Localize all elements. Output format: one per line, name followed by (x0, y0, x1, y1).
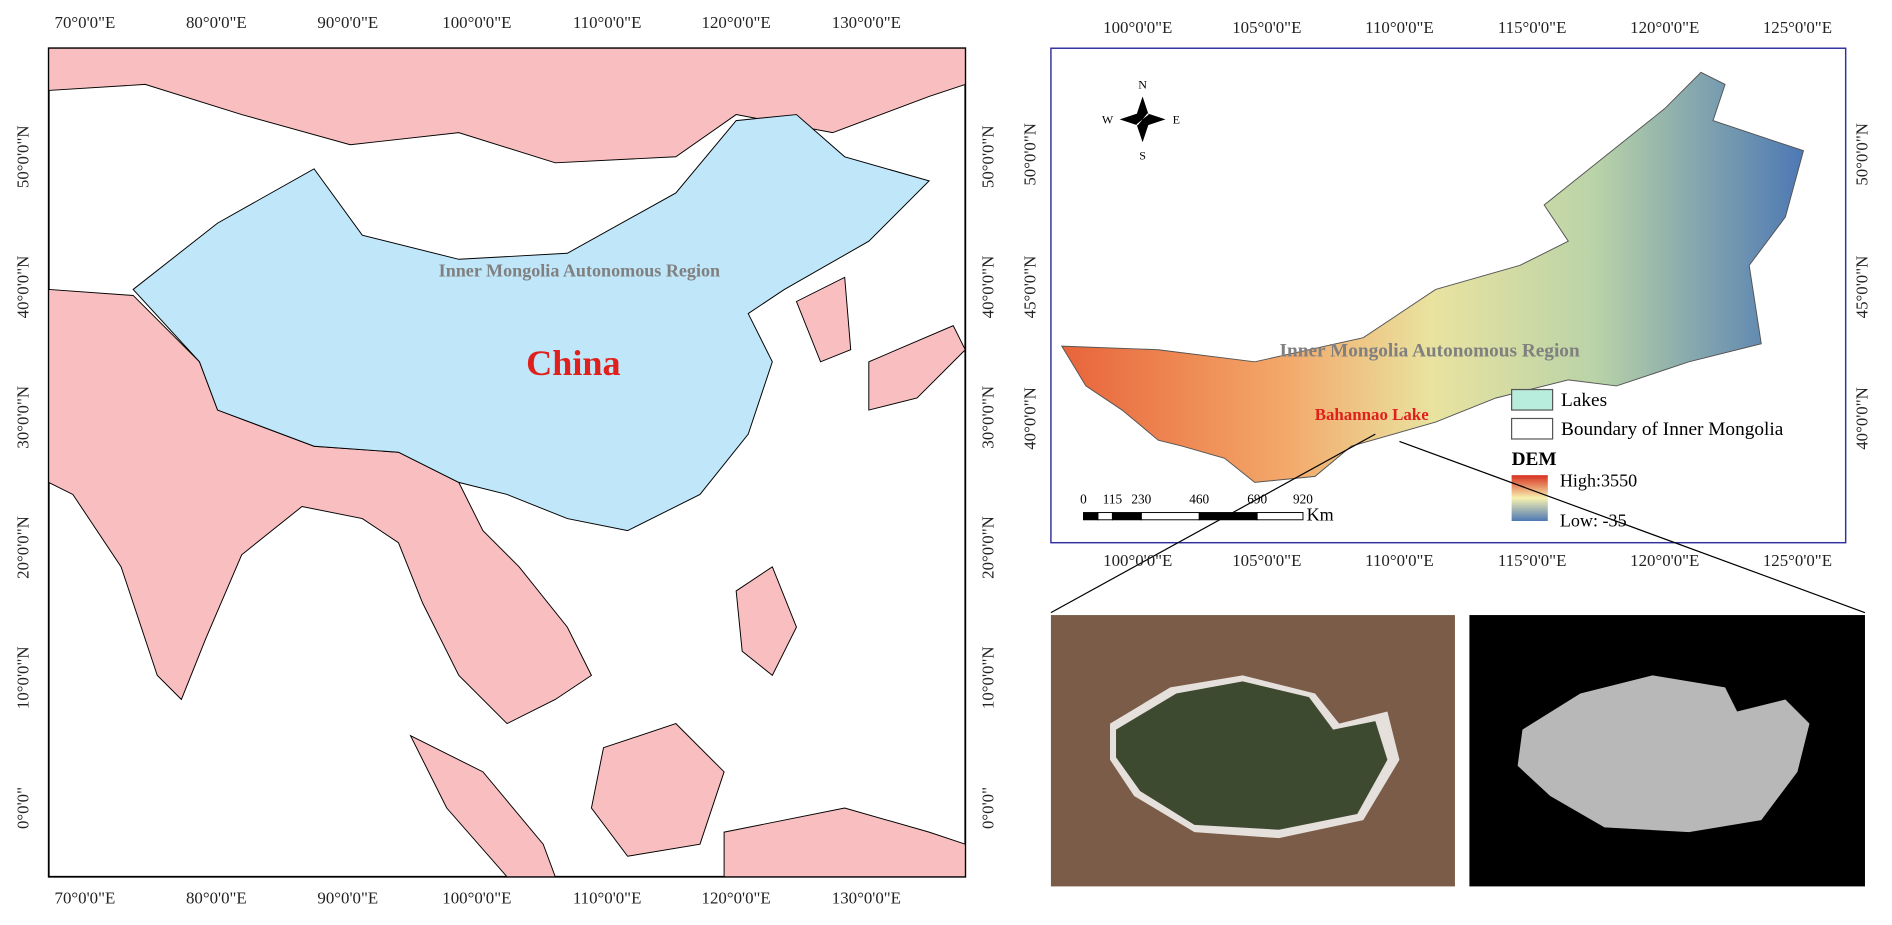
scale-segment (1097, 512, 1113, 521)
x-tick-label: 80°0'0"E (186, 13, 247, 32)
y-tick-label: 10°0'0"N (13, 646, 32, 709)
x-tick-label: 110°0'0"E (573, 13, 642, 32)
scale-segment (1140, 512, 1200, 521)
compass-n: N (1138, 77, 1147, 91)
x-tick-label: 110°0'0"E (1365, 551, 1434, 570)
x-tick-label: 120°0'0"E (702, 13, 771, 32)
y-tick-label: 50°0'0"N (978, 125, 997, 188)
mask-photo (1469, 615, 1865, 887)
region-label: Inner Mongolia Autonomous Region (439, 261, 720, 281)
lakes-swatch (1511, 388, 1554, 411)
y-tick-label: 45°0'0"N (1853, 256, 1872, 319)
y-tick-label: 50°0'0"N (1853, 123, 1872, 186)
scale-label: 460 (1189, 492, 1209, 507)
y-tick-label: 10°0'0"N (978, 646, 997, 709)
north-arrow: N S W E (1102, 77, 1180, 162)
y-tick-label: 40°0'0"N (1853, 387, 1872, 450)
scale-label: 230 (1131, 492, 1151, 507)
russia (48, 47, 966, 164)
y-tick-label: 50°0'0"N (1021, 123, 1040, 186)
compass-rose (1119, 96, 1166, 143)
x-tick-label: 115°0'0"E (1498, 18, 1567, 37)
x-tick-label: 90°0'0"E (317, 13, 378, 32)
x-tick-label: 105°0'0"E (1232, 551, 1301, 570)
dem-region (1060, 71, 1805, 483)
dem-ramp (1511, 475, 1548, 521)
satellite-photo (1050, 615, 1455, 887)
x-tick-label: 110°0'0"E (1365, 18, 1434, 37)
scale-segment (1256, 512, 1304, 521)
x-tick-label: 130°0'0"E (832, 13, 901, 32)
y-tick-label: 50°0'0"N (13, 125, 32, 188)
y-tick-label: 40°0'0"N (978, 256, 997, 319)
y-tick-label: 30°0'0"N (978, 386, 997, 449)
lake-water (1116, 681, 1388, 830)
connector (1399, 440, 1866, 614)
scale-segment (1198, 512, 1258, 521)
x-tick-label: 70°0'0"E (55, 889, 116, 908)
compass-e: E (1173, 112, 1180, 126)
connector (1050, 433, 1376, 614)
scale-segment (1111, 512, 1142, 521)
y-tick-label: 20°0'0"N (978, 516, 997, 579)
x-tick-label: 100°0'0"E (442, 889, 511, 908)
legend-boundary: Boundary of Inner Mongolia (1561, 419, 1784, 440)
x-tick-label: 100°0'0"E (442, 13, 511, 32)
lake-mask (1517, 675, 1810, 833)
legend-high: High:3550 (1560, 471, 1637, 491)
y-tick-label: 40°0'0"N (1021, 387, 1040, 450)
lake-label: Bahannao Lake (1315, 405, 1429, 424)
compass-s: S (1139, 149, 1146, 163)
asia-map: Inner Mongolia Autonomous Region China (47, 47, 967, 878)
graticule-labels: 70°0'0"E 70°0'0"E 80°0'0"E 80°0'0"E 90°0'0"E… (13, 13, 1871, 908)
x-tick-label: 130°0'0"E (832, 889, 901, 908)
scale-unit: Km (1307, 504, 1334, 524)
y-tick-label: 0°0'0" (13, 787, 32, 829)
y-tick-label: 40°0'0"N (13, 256, 32, 319)
y-tick-label: 45°0'0"N (1021, 256, 1040, 319)
x-tick-label: 110°0'0"E (573, 889, 642, 908)
x-tick-label: 120°0'0"E (1630, 18, 1699, 37)
x-tick-label: 125°0'0"E (1763, 18, 1832, 37)
x-tick-label: 80°0'0"E (186, 889, 247, 908)
x-tick-label: 105°0'0"E (1232, 18, 1301, 37)
compass-w: W (1102, 112, 1114, 126)
x-tick-label: 90°0'0"E (317, 889, 378, 908)
scale-label: 920 (1293, 492, 1313, 507)
china (132, 114, 931, 532)
x-tick-label: 120°0'0"E (1630, 551, 1699, 570)
region-label: Inner Mongolia Autonomous Region (1280, 341, 1580, 362)
y-tick-label: 0°0'0" (978, 787, 997, 829)
country-label: China (526, 343, 620, 383)
legend-lakes: Lakes (1561, 390, 1607, 411)
x-tick-label: 70°0'0"E (55, 13, 116, 32)
scale-segment (1083, 512, 1099, 521)
scale-label: 0 (1080, 492, 1087, 507)
inner-mongolia-map: Inner Mongolia Autonomous Region Bahanna… (1050, 47, 1847, 544)
boundary-swatch (1511, 417, 1554, 440)
x-tick-label: 125°0'0"E (1763, 551, 1832, 570)
legend: Lakes Boundary of Inner Mongolia DEM Hig… (1511, 388, 1784, 530)
y-tick-label: 20°0'0"N (13, 516, 32, 579)
southeast-islands (409, 566, 966, 878)
y-tick-label: 30°0'0"N (13, 386, 32, 449)
x-tick-label: 115°0'0"E (1498, 551, 1567, 570)
legend-low: Low: -35 (1560, 510, 1627, 530)
scale-label: 115 (1103, 492, 1123, 507)
legend-dem-title: DEM (1512, 449, 1557, 470)
x-tick-label: 100°0'0"E (1103, 551, 1172, 570)
x-tick-label: 100°0'0"E (1103, 18, 1172, 37)
x-tick-label: 120°0'0"E (702, 889, 771, 908)
korea-japan (795, 276, 966, 411)
scale-bar: 0115230460690920Km (1080, 492, 1334, 525)
